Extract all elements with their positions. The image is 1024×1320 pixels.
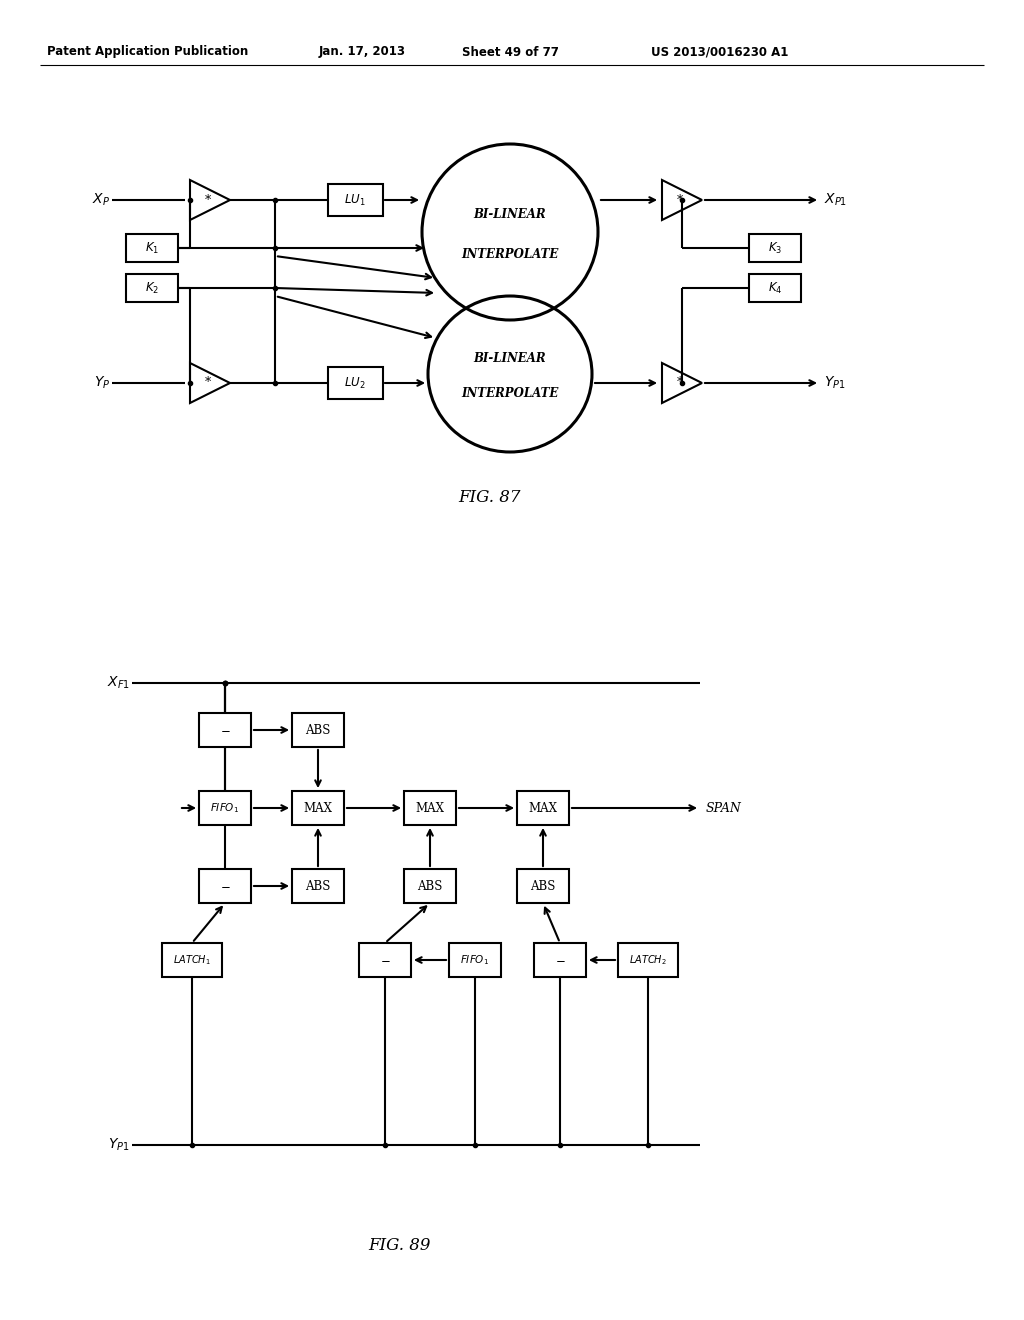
Text: $LATCH_2$: $LATCH_2$: [629, 953, 667, 966]
Text: $K_1$: $K_1$: [145, 240, 159, 256]
Bar: [404, 869, 456, 903]
Bar: [359, 942, 411, 977]
Bar: [618, 942, 678, 977]
Text: INTERPOLATE: INTERPOLATE: [462, 387, 559, 400]
Text: ABS: ABS: [418, 879, 442, 892]
Bar: [162, 942, 222, 977]
Bar: [292, 869, 344, 903]
Text: $LATCH_1$: $LATCH_1$: [173, 953, 211, 966]
Bar: [126, 275, 178, 302]
Bar: [449, 942, 501, 977]
Bar: [517, 791, 569, 825]
Text: $X_{P1}$: $X_{P1}$: [824, 191, 847, 209]
Text: $FIFO_1$: $FIFO_1$: [461, 953, 489, 966]
Bar: [328, 367, 383, 399]
Text: $X_P$: $X_P$: [92, 191, 110, 209]
Bar: [199, 869, 251, 903]
Text: $K_2$: $K_2$: [145, 280, 159, 296]
Text: SPAN: SPAN: [706, 801, 741, 814]
Text: $FIFO_1$: $FIFO_1$: [210, 801, 240, 814]
Text: Patent Application Publication: Patent Application Publication: [47, 45, 249, 58]
Text: FIG. 89: FIG. 89: [369, 1237, 431, 1254]
Text: $LU_2$: $LU_2$: [344, 375, 366, 391]
Text: $Y_{P1}$: $Y_{P1}$: [109, 1137, 130, 1154]
Text: $Y_{P1}$: $Y_{P1}$: [824, 375, 846, 391]
Text: ABS: ABS: [305, 879, 331, 892]
Bar: [126, 234, 178, 261]
Text: *: *: [205, 194, 211, 206]
Text: $K_3$: $K_3$: [768, 240, 782, 256]
Bar: [749, 275, 801, 302]
Text: US 2013/0016230 A1: US 2013/0016230 A1: [651, 45, 788, 58]
Text: BI-LINEAR: BI-LINEAR: [474, 352, 547, 364]
Bar: [534, 942, 586, 977]
Text: $-$: $-$: [380, 953, 390, 966]
Text: ABS: ABS: [530, 879, 556, 892]
Text: MAX: MAX: [303, 801, 333, 814]
Text: Jan. 17, 2013: Jan. 17, 2013: [318, 45, 406, 58]
Text: $LU_1$: $LU_1$: [344, 193, 366, 207]
Bar: [199, 791, 251, 825]
Bar: [199, 713, 251, 747]
Text: $Y_P$: $Y_P$: [93, 375, 110, 391]
Text: *: *: [205, 376, 211, 389]
Bar: [328, 183, 383, 216]
Text: $X_{F1}$: $X_{F1}$: [108, 675, 130, 692]
Text: FIG. 87: FIG. 87: [459, 490, 521, 507]
Bar: [292, 791, 344, 825]
Text: INTERPOLATE: INTERPOLATE: [462, 248, 559, 260]
Bar: [292, 713, 344, 747]
Text: $-$: $-$: [220, 879, 230, 892]
Text: $-$: $-$: [555, 953, 565, 966]
Text: $-$: $-$: [220, 723, 230, 737]
Bar: [404, 791, 456, 825]
Text: MAX: MAX: [416, 801, 444, 814]
Text: *: *: [677, 194, 683, 206]
Bar: [749, 234, 801, 261]
Text: $K_4$: $K_4$: [768, 280, 782, 296]
Text: ABS: ABS: [305, 723, 331, 737]
Text: MAX: MAX: [528, 801, 557, 814]
Text: BI-LINEAR: BI-LINEAR: [474, 209, 547, 220]
Text: *: *: [677, 376, 683, 389]
Text: Sheet 49 of 77: Sheet 49 of 77: [462, 45, 558, 58]
Bar: [517, 869, 569, 903]
